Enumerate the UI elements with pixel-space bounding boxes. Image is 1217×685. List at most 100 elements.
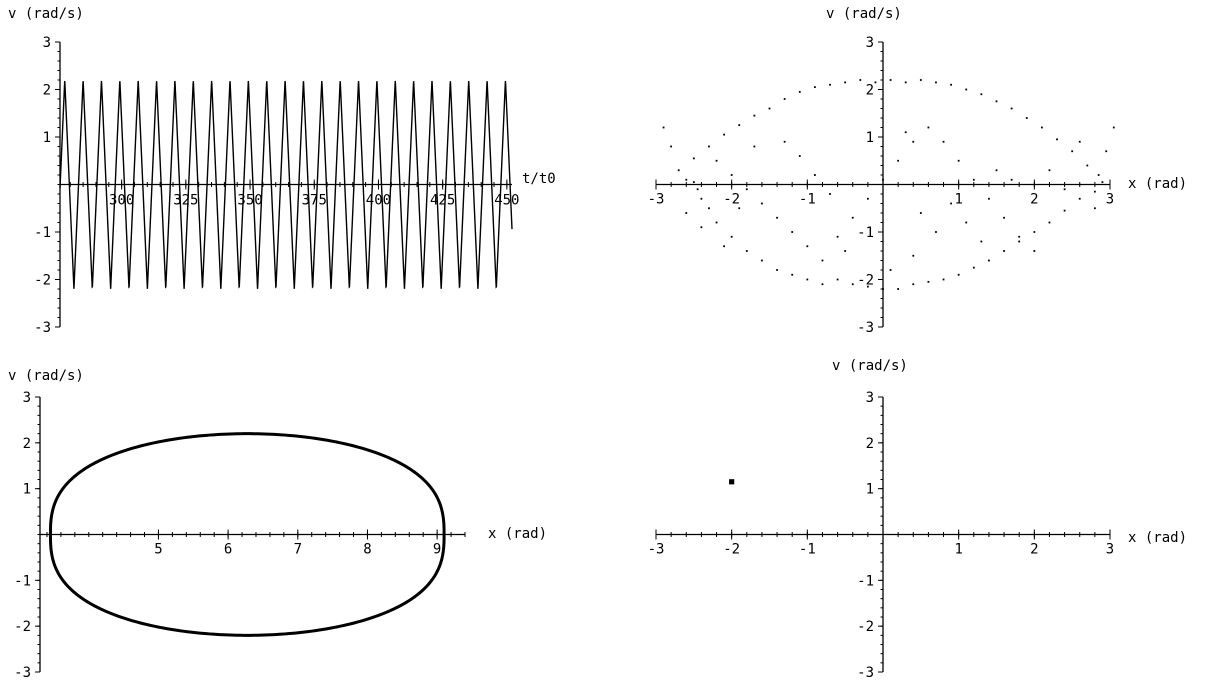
data-point [1097, 174, 1100, 176]
data-point [738, 207, 741, 210]
data-point [957, 159, 960, 162]
y-tick-label: -2 [14, 619, 31, 635]
plot-area: 3 2 1 -1 -2 -3 5 6 7 8 9 v (rad/s) x (rad) [8, 368, 547, 681]
data-point [859, 79, 862, 81]
data-point [814, 174, 816, 176]
data-point [783, 98, 786, 100]
data-point [1033, 231, 1036, 233]
data-point [965, 88, 968, 91]
data-point [696, 188, 699, 191]
data-point [1048, 221, 1051, 224]
x-tick-label: 2 [1030, 542, 1038, 558]
y-tick-label: 1 [43, 130, 51, 146]
chart-phase-point: 3 2 1 -1 -2 -3 -3 -2 -1 1 2 3 v (rad/s) x (rad) [648, 358, 1187, 681]
y-tick-label: 2 [43, 83, 51, 99]
data-point [670, 145, 673, 148]
y-tick-label: -1 [14, 573, 31, 589]
data-point [1093, 190, 1096, 193]
data-point [1078, 140, 1081, 143]
data-point [988, 197, 990, 200]
data-point [1010, 107, 1013, 110]
data-point [761, 259, 763, 262]
data-point [972, 266, 975, 269]
data-point [980, 93, 983, 96]
data-point [753, 114, 756, 117]
y-tick-label: 2 [866, 83, 874, 99]
x-tick-label: 1 [954, 192, 962, 208]
data-point [1071, 150, 1074, 153]
data-point [791, 231, 794, 233]
data-point [844, 250, 847, 252]
data-point [1056, 138, 1058, 141]
x-axis-label: x (rad) [1128, 176, 1187, 192]
data-point [708, 145, 710, 148]
y-axis-label: v (rad/s) [826, 6, 902, 22]
data-point [844, 81, 847, 84]
data-point [1033, 250, 1036, 252]
plot-area: 3 2 1 -1 -2 -3 -3 -2 -1 1 2 3 v (rad/s) x (rad) [648, 358, 1187, 681]
chart-phase-orbit: 3 2 1 -1 -2 -3 5 6 7 8 9 v (rad/s) x (rad) [8, 368, 547, 681]
data-point [889, 269, 892, 271]
x-tick-label: 9 [433, 542, 441, 558]
data-point [897, 288, 900, 290]
data-point [904, 131, 907, 134]
data-point [919, 79, 922, 81]
x-tick-label: -1 [799, 542, 816, 558]
data-point [1018, 240, 1021, 243]
data-point [1063, 209, 1066, 212]
x-tick-label: 300 [109, 193, 134, 209]
chart-phase-scatter: 3 2 1 -1 -2 -3 -3 -2 -1 1 2 3 v (rad/s) x (rad) [648, 6, 1187, 336]
data-point [708, 207, 710, 210]
data-point [730, 174, 733, 176]
data-point [904, 81, 907, 84]
data-point [692, 181, 695, 184]
data-point [783, 140, 786, 143]
data-point [950, 202, 952, 205]
orbit-curve [48, 432, 446, 637]
y-tick-label: -3 [14, 665, 31, 681]
data-point [972, 178, 975, 181]
x-axis-label: x (rad) [488, 526, 547, 542]
data-point [806, 278, 809, 281]
data-point [700, 226, 703, 229]
data-point [1018, 235, 1021, 238]
data-point [935, 81, 937, 84]
data-point [738, 124, 741, 127]
data-point [889, 79, 892, 81]
y-axis-label: v (rad/s) [832, 358, 908, 374]
data-point [942, 140, 945, 143]
chart-time-series: 3 2 1 -1 -2 -3 300 325 350 375 400 425 450 v (rad/s) t… [8, 6, 556, 336]
plot-area: 3 2 1 -1 -2 -3 -3 -2 -1 1 2 3 v (rad/s) x (rad) [648, 6, 1187, 336]
data-point [950, 83, 952, 86]
data-point [995, 100, 998, 103]
y-tick-label: -3 [34, 320, 51, 336]
y-tick-label: 3 [23, 390, 31, 406]
x-tick-label: -3 [648, 542, 665, 558]
data-point [768, 107, 771, 110]
data-point [927, 126, 930, 129]
data-point [1048, 169, 1051, 172]
x-tick-label: 6 [224, 542, 232, 558]
y-tick-label: 1 [866, 482, 874, 498]
x-tick-label: -1 [799, 192, 816, 208]
data-point [814, 86, 816, 89]
y-tick-label: -3 [857, 665, 874, 681]
data-point [806, 245, 809, 248]
data-point [1041, 126, 1043, 129]
x-axis-label: x (rad) [1128, 530, 1187, 546]
data-point [729, 479, 735, 485]
x-tick-label: 7 [294, 542, 302, 558]
data-point [1105, 150, 1108, 153]
data-point [700, 197, 703, 200]
data-point [1093, 207, 1096, 210]
data-point [882, 288, 884, 290]
x-tick-label: 450 [494, 193, 519, 209]
data-point [980, 240, 983, 243]
data-point [1101, 181, 1104, 184]
y-tick-label: 1 [866, 130, 874, 146]
data-point [715, 221, 718, 224]
data-point [1078, 197, 1081, 200]
data-point [723, 245, 725, 248]
data-point [829, 83, 831, 86]
data-point [715, 159, 718, 162]
